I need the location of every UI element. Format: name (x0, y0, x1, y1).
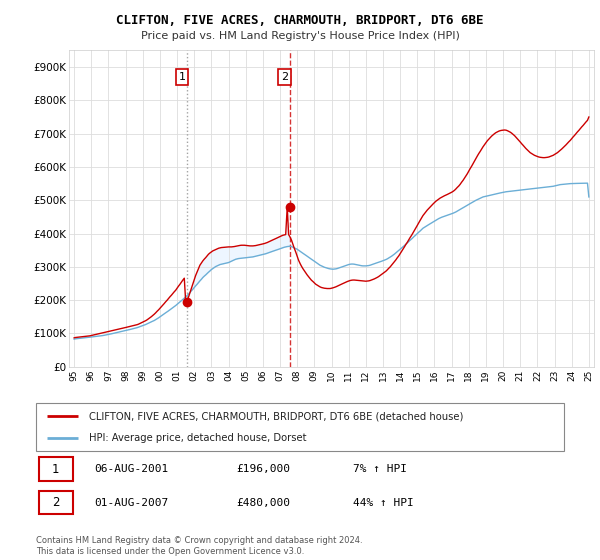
Text: 2: 2 (281, 72, 289, 82)
Text: CLIFTON, FIVE ACRES, CHARMOUTH, BRIDPORT, DT6 6BE (detached house): CLIFTON, FIVE ACRES, CHARMOUTH, BRIDPORT… (89, 411, 463, 421)
Text: 7% ↑ HPI: 7% ↑ HPI (353, 464, 407, 474)
Text: Contains HM Land Registry data © Crown copyright and database right 2024.
This d: Contains HM Land Registry data © Crown c… (36, 536, 362, 556)
Text: Price paid vs. HM Land Registry's House Price Index (HPI): Price paid vs. HM Land Registry's House … (140, 31, 460, 41)
Text: 2: 2 (52, 496, 59, 509)
Text: CLIFTON, FIVE ACRES, CHARMOUTH, BRIDPORT, DT6 6BE: CLIFTON, FIVE ACRES, CHARMOUTH, BRIDPORT… (116, 14, 484, 27)
Text: 1: 1 (178, 72, 185, 82)
FancyBboxPatch shape (36, 403, 564, 451)
Text: £480,000: £480,000 (236, 497, 290, 507)
Text: 01-AUG-2007: 01-AUG-2007 (94, 497, 169, 507)
Text: 1: 1 (52, 463, 59, 475)
Text: 44% ↑ HPI: 44% ↑ HPI (353, 497, 413, 507)
Text: £196,000: £196,000 (236, 464, 290, 474)
FancyBboxPatch shape (38, 458, 73, 480)
Text: HPI: Average price, detached house, Dorset: HPI: Average price, detached house, Dors… (89, 433, 307, 443)
FancyBboxPatch shape (38, 491, 73, 514)
Text: 06-AUG-2001: 06-AUG-2001 (94, 464, 169, 474)
